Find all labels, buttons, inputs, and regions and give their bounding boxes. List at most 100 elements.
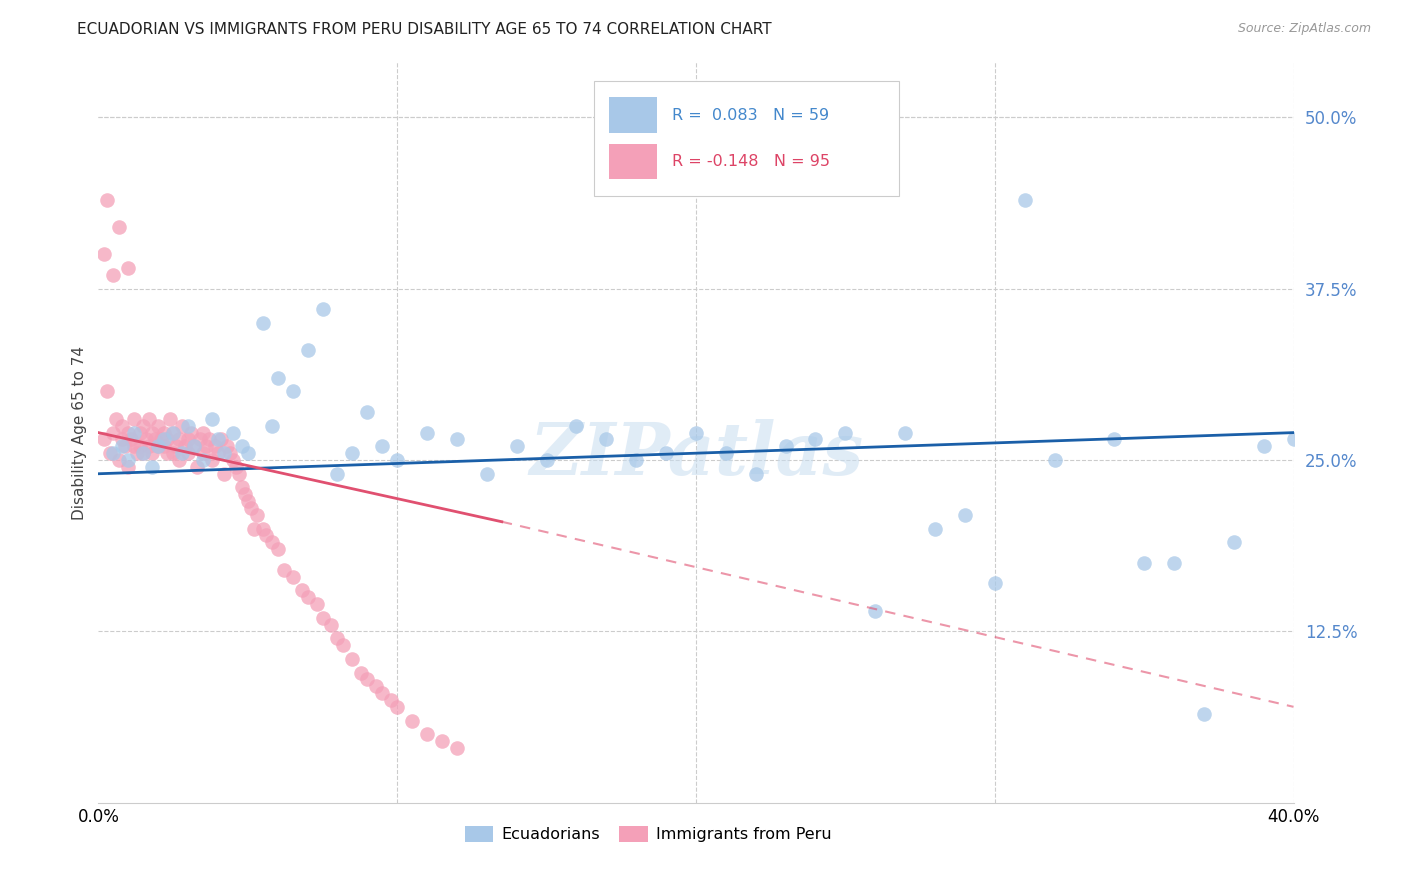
Point	[953, 508, 976, 522]
Point	[124, 425, 146, 440]
Point	[93, 247, 115, 261]
Point	[273, 563, 295, 577]
Point	[117, 453, 139, 467]
Point	[108, 453, 131, 467]
Point	[536, 453, 558, 467]
Point	[207, 446, 229, 460]
Point	[201, 412, 224, 426]
Point	[167, 453, 190, 467]
Point	[120, 433, 142, 447]
Point	[180, 425, 202, 440]
Y-axis label: Disability Age 65 to 74: Disability Age 65 to 74	[72, 345, 87, 520]
Point	[98, 446, 122, 460]
Point	[655, 446, 678, 460]
Point	[186, 459, 208, 474]
Point	[103, 425, 125, 440]
Point	[565, 418, 588, 433]
Point	[350, 665, 373, 680]
Point	[371, 439, 394, 453]
FancyBboxPatch shape	[609, 144, 657, 179]
Point	[141, 446, 163, 460]
Point	[222, 453, 245, 467]
Text: Source: ZipAtlas.com: Source: ZipAtlas.com	[1237, 22, 1371, 36]
Point	[1223, 535, 1246, 549]
Point	[342, 652, 364, 666]
Point	[305, 597, 328, 611]
Point	[167, 433, 190, 447]
Point	[1282, 433, 1305, 447]
Point	[321, 617, 343, 632]
Point	[775, 439, 797, 453]
Point	[984, 576, 1007, 591]
Point	[209, 433, 232, 447]
Point	[138, 412, 160, 426]
Point	[1163, 556, 1185, 570]
Point	[260, 418, 283, 433]
Point	[111, 418, 134, 433]
Point	[865, 604, 887, 618]
Point	[153, 439, 176, 453]
Point	[162, 425, 184, 440]
Point	[129, 439, 152, 453]
Point	[198, 433, 221, 447]
Point	[311, 610, 333, 624]
Point	[108, 219, 131, 234]
Point	[685, 425, 707, 440]
Point	[236, 494, 259, 508]
Point	[183, 439, 205, 453]
Point	[267, 542, 290, 557]
Point	[297, 343, 319, 358]
Point	[150, 433, 173, 447]
Point	[356, 405, 378, 419]
Point	[153, 433, 176, 447]
Point	[1104, 433, 1126, 447]
Point	[291, 583, 314, 598]
Point	[924, 522, 946, 536]
Point	[191, 425, 214, 440]
Point	[380, 693, 402, 707]
Point	[138, 439, 160, 453]
Point	[243, 522, 266, 536]
Point	[195, 439, 218, 453]
Point	[177, 418, 200, 433]
Point	[132, 446, 155, 460]
Point	[103, 268, 125, 282]
Point	[475, 467, 498, 481]
Point	[446, 433, 468, 447]
Point	[177, 433, 200, 447]
Point	[191, 453, 214, 467]
Point	[143, 433, 166, 447]
Point	[267, 371, 290, 385]
Point	[714, 446, 737, 460]
Point	[311, 302, 333, 317]
Point	[430, 734, 453, 748]
Point	[177, 446, 200, 460]
Point	[162, 425, 184, 440]
Point	[326, 632, 349, 646]
Point	[174, 439, 197, 453]
Point	[141, 425, 163, 440]
Point	[117, 425, 139, 440]
Point	[231, 480, 253, 494]
Text: R =  0.083   N = 59: R = 0.083 N = 59	[672, 108, 830, 122]
Point	[834, 425, 856, 440]
Point	[252, 522, 274, 536]
Point	[401, 714, 423, 728]
Point	[236, 446, 259, 460]
Legend: Ecuadorians, Immigrants from Peru: Ecuadorians, Immigrants from Peru	[457, 818, 839, 850]
Point	[231, 439, 253, 453]
Point	[281, 569, 304, 583]
Point	[165, 439, 187, 453]
Point	[188, 433, 211, 447]
Point	[135, 433, 157, 447]
Point	[111, 439, 134, 453]
Point	[156, 446, 179, 460]
Point	[252, 316, 274, 330]
Point	[894, 425, 917, 440]
Point	[148, 418, 170, 433]
Point	[371, 686, 394, 700]
Text: ECUADORIAN VS IMMIGRANTS FROM PERU DISABILITY AGE 65 TO 74 CORRELATION CHART: ECUADORIAN VS IMMIGRANTS FROM PERU DISAB…	[77, 22, 772, 37]
Text: R = -0.148   N = 95: R = -0.148 N = 95	[672, 154, 830, 169]
Point	[225, 459, 247, 474]
Point	[745, 467, 768, 481]
